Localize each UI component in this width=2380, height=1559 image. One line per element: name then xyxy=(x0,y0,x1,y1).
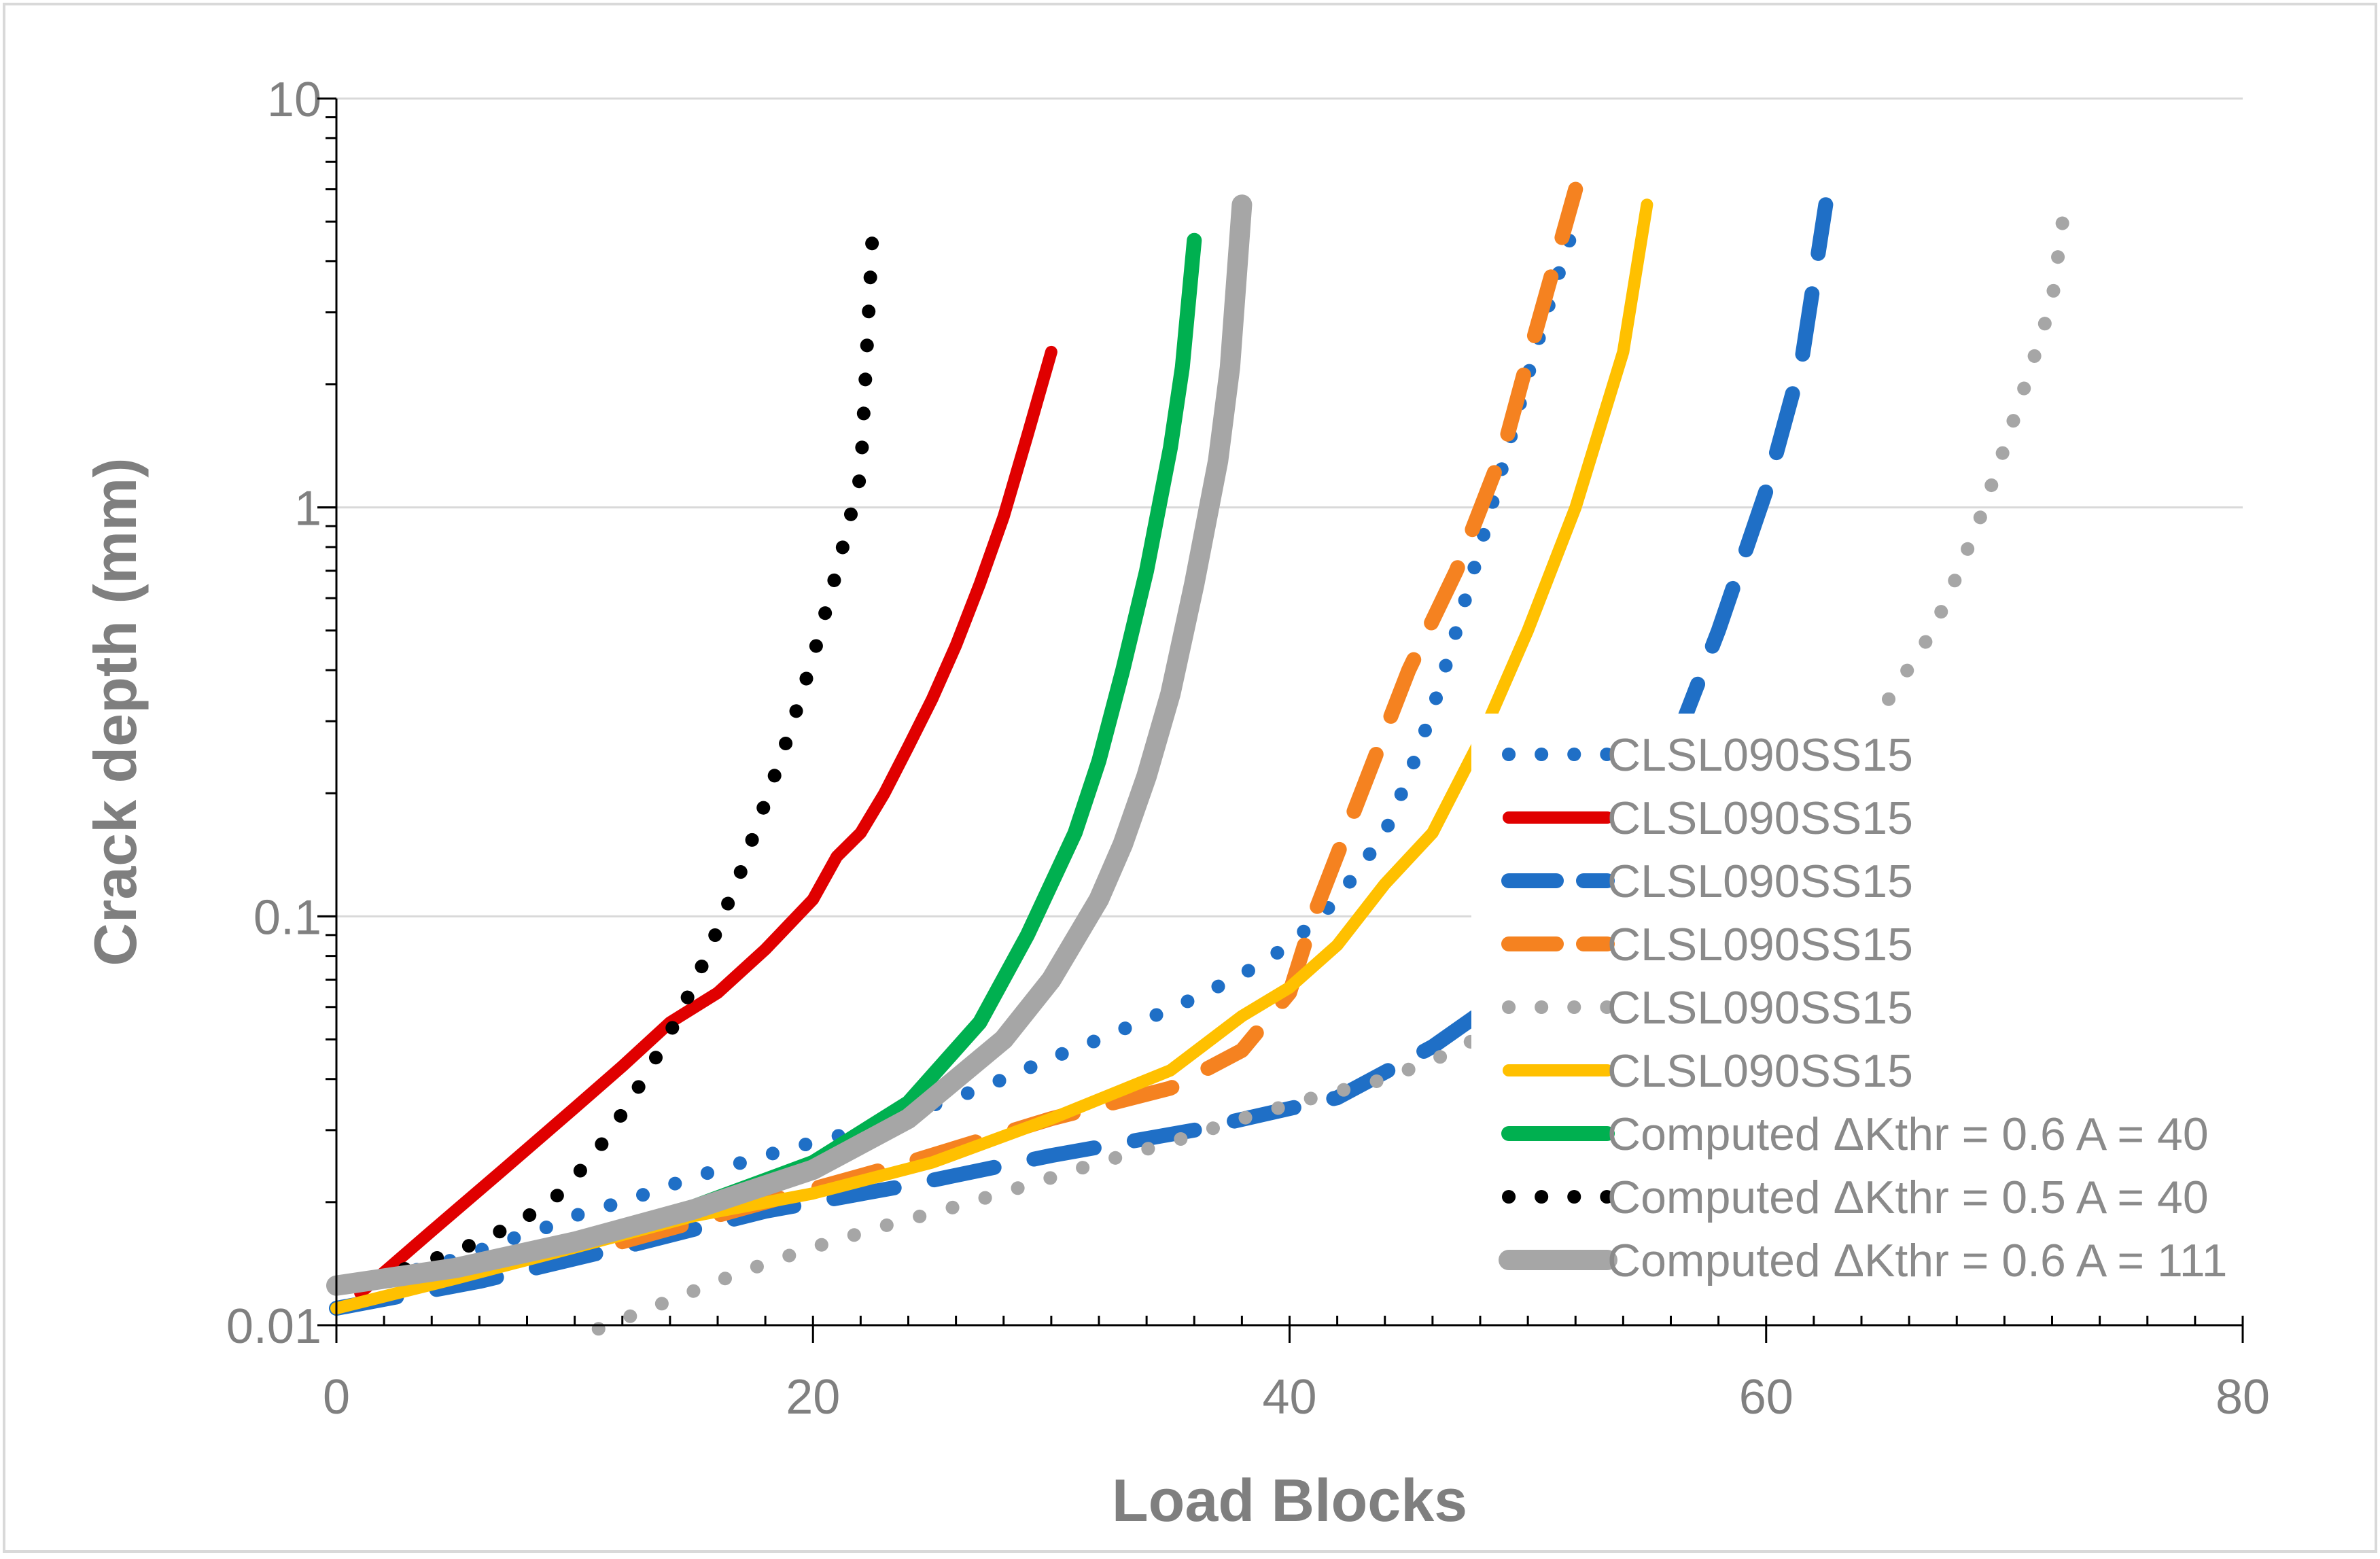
legend-label-2: CLSL090SS15 xyxy=(1607,792,1913,844)
legend-label-5: CLSL090SS15 xyxy=(1607,982,1913,1034)
legend-background xyxy=(1471,714,2324,1296)
legend-label-4: CLSL090SS15 xyxy=(1607,919,1913,970)
y-tick-label: 0.1 xyxy=(253,890,321,945)
x-tick-label: 60 xyxy=(1739,1370,1793,1424)
series-line-8 xyxy=(365,226,879,1286)
series-line-2 xyxy=(354,345,1057,1299)
x-tick-label: 20 xyxy=(786,1370,840,1424)
legend-label-9: Computed ΔKthr = 0.6 A = 111 xyxy=(1607,1235,2227,1286)
data-series xyxy=(326,181,2071,1336)
x-axis-title: Load Blocks xyxy=(1112,1467,1467,1534)
y-tick-label: 0.01 xyxy=(226,1299,321,1354)
legend-label-1: CLSL090SS15 xyxy=(1607,729,1913,781)
x-tick-label: 0 xyxy=(323,1370,350,1424)
series-line-1 xyxy=(377,215,1583,1286)
series-line-5 xyxy=(591,204,2071,1336)
axis-ticks: 0.01 0.1 1 10 0 20 40 60 80 xyxy=(226,73,2270,1424)
legend: CLSL090SS15 CLSL090SS15 CLSL090SS15 CLSL090… xyxy=(1499,729,2227,1286)
legend-label-7: Computed ΔKthr = 0.6 A = 40 xyxy=(1607,1108,2209,1160)
legend-label-3: CLSL090SS15 xyxy=(1607,856,1913,907)
y-tick-label: 1 xyxy=(294,482,321,536)
series-line-9 xyxy=(326,194,1253,1296)
series-line-4 xyxy=(614,181,1583,1250)
axes: 0.01 0.1 1 10 0 20 40 60 80 xyxy=(226,73,2270,1424)
legend-label-6: CLSL090SS15 xyxy=(1607,1045,1913,1097)
y-tick-label: 10 xyxy=(267,73,321,127)
x-tick-label: 40 xyxy=(1262,1370,1316,1424)
x-tick-label: 80 xyxy=(2216,1370,2270,1424)
series-line-3 xyxy=(329,197,1834,1316)
y-axis-title: Crack depth (mm) xyxy=(82,457,149,966)
legend-label-8: Computed ΔKthr = 0.5 A = 40 xyxy=(1607,1172,2209,1223)
